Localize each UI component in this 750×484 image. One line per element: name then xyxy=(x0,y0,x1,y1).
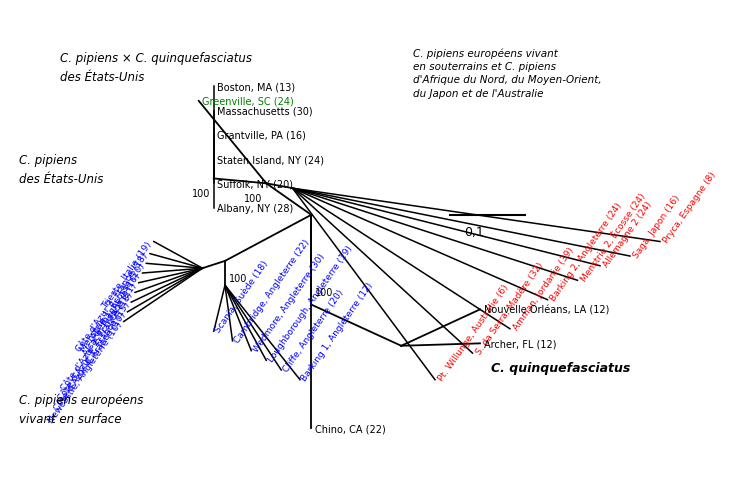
Text: Boston, MA (13): Boston, MA (13) xyxy=(217,82,296,92)
Text: Albany, NY (28): Albany, NY (28) xyxy=(217,203,294,213)
Text: Côte d'Azur 1, France (15): Côte d'Azur 1, France (15) xyxy=(56,300,131,402)
Text: Pt. Willunge, Australie (6): Pt. Willunge, Australie (6) xyxy=(436,283,510,382)
Text: Côte d'Azur 3, France (18): Côte d'Azur 3, France (18) xyxy=(75,252,150,353)
Text: Cambridge, Angleterre (22): Cambridge, Angleterre (22) xyxy=(232,237,311,344)
Text: 0,1: 0,1 xyxy=(464,225,484,238)
Text: Menstrie 2, Écosse (24): Menstrie 2, Écosse (24) xyxy=(579,192,647,284)
Text: Suffolk, NY (20): Suffolk, NY (20) xyxy=(217,179,293,189)
Text: Amman, Jordanie (39): Amman, Jordanie (39) xyxy=(512,246,576,332)
Text: Cliffe, Angleterre (20): Cliffe, Angleterre (20) xyxy=(281,287,345,373)
Text: des États-Unis: des États-Unis xyxy=(60,71,144,84)
Text: Saga, Japon (16): Saga, Japon (16) xyxy=(632,193,682,259)
Text: 100: 100 xyxy=(315,287,333,298)
Text: C. pipiens × C. quinquefasciatus: C. pipiens × C. quinquefasciatus xyxy=(60,52,252,64)
Text: Barking 2, Angleterre (24): Barking 2, Angleterre (24) xyxy=(549,201,624,302)
Text: Pryca, Espagne (8): Pryca, Espagne (8) xyxy=(662,170,718,244)
Text: C. pipiens européens: C. pipiens européens xyxy=(19,393,143,406)
Text: Staten Island, NY (24): Staten Island, NY (24) xyxy=(217,155,325,165)
Text: 100: 100 xyxy=(191,189,210,199)
Text: Barking 1, Angleterre (12): Barking 1, Angleterre (12) xyxy=(300,281,375,382)
Text: Massachusetts (30): Massachusetts (30) xyxy=(217,106,314,116)
Text: 100: 100 xyxy=(244,194,262,204)
Text: Scania, Suède (18): Scania, Suède (18) xyxy=(214,259,270,334)
Text: Greenville, SC (24): Greenville, SC (24) xyxy=(202,97,294,106)
Text: Alsace, France (21): Alsace, France (21) xyxy=(82,281,139,356)
Text: C. quinquefasciatus: C. quinquefasciatus xyxy=(491,362,631,374)
Text: Wedmore, Angleterre (30): Wedmore, Angleterre (30) xyxy=(251,252,326,353)
Text: Allemagne 2 (24): Allemagne 2 (24) xyxy=(602,200,654,269)
Text: Nouvelle Orléans, LA (12): Nouvelle Orléans, LA (12) xyxy=(484,305,609,315)
Text: Côte d'Azur 4, France (10): Côte d'Azur 4, France (10) xyxy=(53,310,128,411)
Text: Archer, FL (12): Archer, FL (12) xyxy=(484,339,556,348)
Text: Grantville, PA (16): Grantville, PA (16) xyxy=(217,131,306,140)
Text: Chino, CA (22): Chino, CA (22) xyxy=(315,424,386,433)
Text: Loughborough, Angleterre (19): Loughborough, Angleterre (19) xyxy=(266,243,354,363)
Text: des États-Unis: des États-Unis xyxy=(19,173,103,185)
Text: vivant en surface: vivant en surface xyxy=(19,412,122,425)
Text: 100: 100 xyxy=(229,273,248,284)
Text: Menstrie 1, Écosse (20): Menstrie 1, Écosse (20) xyxy=(78,261,146,353)
Text: Allemagne 1 (16): Allemagne 1 (16) xyxy=(90,271,142,340)
Text: C. pipiens européens vivant
en souterrains et C. pipiens
d'Afrique du Nord, du M: C. pipiens européens vivant en souterrai… xyxy=(413,48,602,98)
Text: Côte d'Azur 2, France (18): Côte d'Azur 2, France (18) xyxy=(60,290,135,392)
Text: Trieste, Italie (19): Trieste, Italie (19) xyxy=(100,240,154,310)
Text: Newcastle, Angleterre (10): Newcastle, Angleterre (10) xyxy=(46,319,124,424)
Text: C. pipiens: C. pipiens xyxy=(19,153,76,166)
Text: S. da Serra, Madère (32): S. da Serra, Madère (32) xyxy=(474,260,544,356)
